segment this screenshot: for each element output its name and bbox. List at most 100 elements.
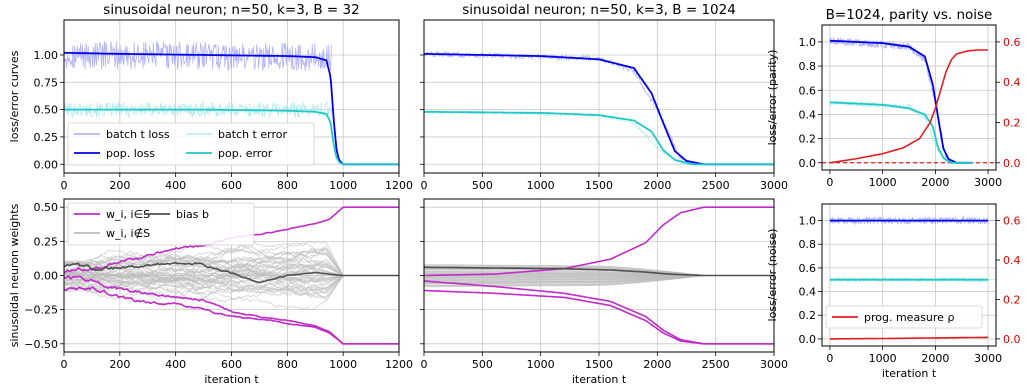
x-tick-label: 2000 — [921, 176, 949, 189]
x-tick-label: 2000 — [921, 352, 949, 365]
y-tick-label: 0.0 — [799, 157, 817, 170]
y2-tick-label: 0.0 — [1003, 157, 1021, 170]
y-tick-label: 1.0 — [799, 36, 817, 49]
x-tick-label: 2500 — [702, 179, 730, 192]
legend-label: pop. loss — [106, 147, 155, 160]
chart-title: sinusoidal neuron; n=50, k=3, B = 32 — [103, 2, 359, 18]
x-tick-label: 1000 — [869, 176, 897, 189]
y-axis-label: sinusoidal neuron weights — [8, 203, 21, 347]
x-tick-label: 1000 — [329, 179, 357, 192]
x-axis-label: iteration t — [572, 373, 627, 386]
x-tick-label: 500 — [472, 179, 493, 192]
series-batch-t-loss — [829, 36, 973, 164]
x-tick-label: 3000 — [760, 358, 788, 371]
series-pop--error — [424, 110, 774, 166]
y2-tick-label: 0.2 — [1003, 293, 1021, 306]
panel-p5: 0 500 1000 1500 2000 2500 3000 iteration t — [420, 198, 788, 386]
plot-area — [424, 50, 774, 166]
y-axis-label: loss/error (parity) — [766, 50, 779, 146]
y-tick-label: 0.2 — [799, 309, 817, 322]
y-tick-label: 0.8 — [799, 238, 817, 251]
y-tick-label: 1.0 — [799, 215, 817, 228]
x-tick-label: 1500 — [585, 179, 613, 192]
y-axis-label: loss/error curves — [8, 50, 21, 142]
x-tick-label: 800 — [277, 358, 298, 371]
legend-p1 — [67, 122, 315, 166]
x-tick-label: 2500 — [702, 358, 730, 371]
x-tick-label: 200 — [109, 179, 130, 192]
x-tick-label: 0 — [421, 179, 428, 192]
panel-p6: 0 1000 2000 30000.00.20.40.60.81.00.00.20.4… — [766, 203, 1021, 380]
plot-area — [64, 206, 399, 345]
series-in-S-3 — [424, 289, 774, 345]
y-tick-label: 0.00 — [34, 158, 59, 171]
y-axis-label: loss/error (noise) — [766, 229, 779, 322]
y-tick-label: 0.50 — [34, 201, 59, 214]
x-tick-label: 0 — [826, 352, 833, 365]
legend-p6 — [825, 305, 983, 329]
panel-p3: 0 1000 2000 30000.00.20.40.60.81.00.00.20.4… — [766, 7, 1021, 189]
x-tick-label: 600 — [221, 179, 242, 192]
axes-frame — [821, 24, 997, 171]
x-tick-label: 0 — [826, 176, 833, 189]
x-tick-label: 1500 — [585, 358, 613, 371]
x-tick-label: 3000 — [974, 352, 1002, 365]
x-axis-label: iteration t — [204, 373, 259, 386]
x-tick-label: 0 — [61, 358, 68, 371]
x-tick-label: 1000 — [527, 358, 555, 371]
legend-label: bias b — [176, 208, 209, 221]
series-pop--loss — [829, 39, 973, 164]
x-tick-label: 600 — [221, 358, 242, 371]
y2-tick-label: 0.0 — [1003, 333, 1021, 346]
series-pop--error — [829, 101, 973, 164]
y2-tick-label: 0.6 — [1003, 215, 1021, 228]
y-tick-label: 0.2 — [799, 133, 817, 146]
plot-area — [822, 36, 996, 164]
y-tick-label: 0.00 — [34, 270, 59, 283]
series-batch-t-loss — [829, 215, 996, 226]
series-batch-t-loss — [64, 41, 333, 72]
plot-area — [64, 41, 399, 166]
x-tick-label: 0 — [421, 358, 428, 371]
plot-area — [424, 206, 774, 345]
y2-tick-label: 0.2 — [1003, 116, 1021, 129]
legend-p4 — [67, 202, 255, 246]
panel-p1: 0 200 400 600 800 1000 1200 0.00 0.25 0.50 0.75 1.0… — [8, 2, 413, 192]
series-bias-b — [64, 261, 399, 284]
series-batch-t-error — [829, 99, 973, 164]
x-tick-label: 400 — [165, 358, 186, 371]
series-prog--measure-- — [829, 336, 989, 340]
legend-label: batch t loss — [106, 128, 170, 141]
series-batch-t-error — [64, 101, 333, 119]
legend-label: batch t error — [218, 128, 287, 141]
x-tick-label: 1000 — [869, 352, 897, 365]
y-tick-label: 0.6 — [799, 84, 817, 97]
chart-title: sinusoidal neuron; n=50, k=3, B = 1024 — [462, 2, 736, 18]
x-tick-label: 1000 — [329, 358, 357, 371]
y2-tick-label: 0.4 — [1003, 76, 1021, 89]
x-tick-label: 500 — [472, 358, 493, 371]
y-tick-label: 0.25 — [34, 235, 59, 248]
legend-label: prog. measure ρ — [864, 311, 954, 324]
series-in-S-3 — [64, 286, 399, 345]
legend-label: w_i, i∉S — [106, 227, 150, 240]
y-tick-label: 0.50 — [34, 104, 59, 117]
x-tick-label: 2000 — [643, 179, 671, 192]
y-tick-label: 0.75 — [34, 76, 59, 89]
plot-area — [829, 215, 996, 340]
y-tick-label: 0.6 — [799, 262, 817, 275]
x-tick-label: 3000 — [760, 179, 788, 192]
panel-p2: 0 500 1000 1500 2000 2500 3000 sinusoidal neuro… — [420, 2, 788, 192]
y-tick-label: 0.4 — [799, 108, 817, 121]
y-tick-label: −0.25 — [24, 304, 58, 317]
y2-tick-label: 0.6 — [1003, 36, 1021, 49]
y2-tick-label: 0.4 — [1003, 254, 1021, 267]
series-prog--measure-- — [829, 49, 989, 164]
x-tick-label: 1200 — [385, 358, 413, 371]
x-tick-label: 0 — [61, 179, 68, 192]
series-pop--error — [64, 108, 399, 166]
x-tick-label: 400 — [165, 179, 186, 192]
y-tick-label: 1.00 — [34, 49, 59, 62]
x-tick-label: 2000 — [643, 358, 671, 371]
